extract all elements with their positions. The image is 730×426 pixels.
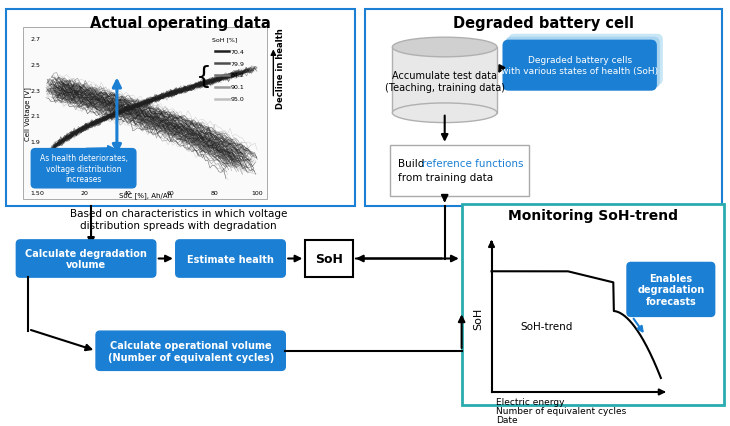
FancyBboxPatch shape [176,240,285,277]
Text: 2.3: 2.3 [30,88,40,93]
Text: SoH: SoH [315,253,343,265]
Text: Estimate health: Estimate health [187,254,274,264]
FancyBboxPatch shape [305,240,353,277]
FancyBboxPatch shape [393,48,497,113]
Text: 90.1: 90.1 [231,85,245,90]
Text: 2.5: 2.5 [31,63,40,68]
Text: 20: 20 [80,190,88,195]
Text: 1.5: 1.5 [31,191,40,196]
Text: As health deteriorates,
voltage distribution
increases: As health deteriorates, voltage distribu… [39,154,128,184]
Text: 79.9: 79.9 [231,61,245,66]
FancyBboxPatch shape [7,10,355,206]
Text: SoC [%], Ah/Ah: SoC [%], Ah/Ah [119,191,172,198]
FancyBboxPatch shape [23,28,267,199]
Ellipse shape [393,104,497,123]
FancyBboxPatch shape [365,10,722,206]
Text: Calculate operational volume
(Number of equivalent cycles): Calculate operational volume (Number of … [107,340,274,362]
Text: reference functions: reference functions [422,159,523,169]
FancyBboxPatch shape [390,145,529,196]
Ellipse shape [393,38,497,58]
FancyBboxPatch shape [96,331,285,371]
Text: 84.2: 84.2 [231,73,245,78]
Text: Degraded battery cells
with various states of health (SoH): Degraded battery cells with various stat… [501,56,658,76]
Text: Build: Build [398,159,428,169]
Text: Number of equivalent cycles: Number of equivalent cycles [496,406,627,415]
Text: {: { [196,65,212,89]
Text: 1.7: 1.7 [31,165,40,170]
Text: Actual operating data: Actual operating data [91,16,271,31]
Text: SoH [%]: SoH [%] [212,37,237,43]
Text: Decline in health: Decline in health [277,28,285,109]
Text: Cell Voltage [V]: Cell Voltage [V] [24,86,31,141]
Text: Monitoring SoH-trend: Monitoring SoH-trend [507,209,677,223]
Text: 1.9: 1.9 [31,140,40,144]
Text: 0: 0 [39,190,43,195]
FancyBboxPatch shape [502,40,657,92]
FancyBboxPatch shape [31,149,136,188]
Text: SoH: SoH [474,308,483,330]
Text: Date: Date [496,414,518,423]
FancyBboxPatch shape [505,37,660,89]
Text: Degraded battery cell: Degraded battery cell [453,16,634,31]
Text: 60: 60 [167,190,174,195]
Text: Enables
degradation
forecasts: Enables degradation forecasts [637,273,704,306]
Text: Electric energy: Electric energy [496,397,565,406]
Text: Based on characteristics in which voltage
distribution spreads with degradation: Based on characteristics in which voltag… [70,209,288,230]
Text: 95.0: 95.0 [231,97,245,102]
Text: from training data: from training data [398,173,493,183]
Text: Calculate degradation
volume: Calculate degradation volume [25,248,147,270]
FancyBboxPatch shape [16,240,155,277]
FancyBboxPatch shape [627,263,715,317]
Text: 2.1: 2.1 [31,114,40,119]
Text: 2.7: 2.7 [30,37,40,42]
Text: Accumulate test data
(Teaching, training data): Accumulate test data (Teaching, training… [385,71,504,92]
FancyBboxPatch shape [461,204,723,405]
Text: 70.4: 70.4 [231,50,245,55]
Text: 80: 80 [210,190,218,195]
Text: 40: 40 [124,190,131,195]
FancyBboxPatch shape [509,35,663,86]
Text: 100: 100 [252,190,264,195]
Text: SoH-trend: SoH-trend [520,321,572,331]
